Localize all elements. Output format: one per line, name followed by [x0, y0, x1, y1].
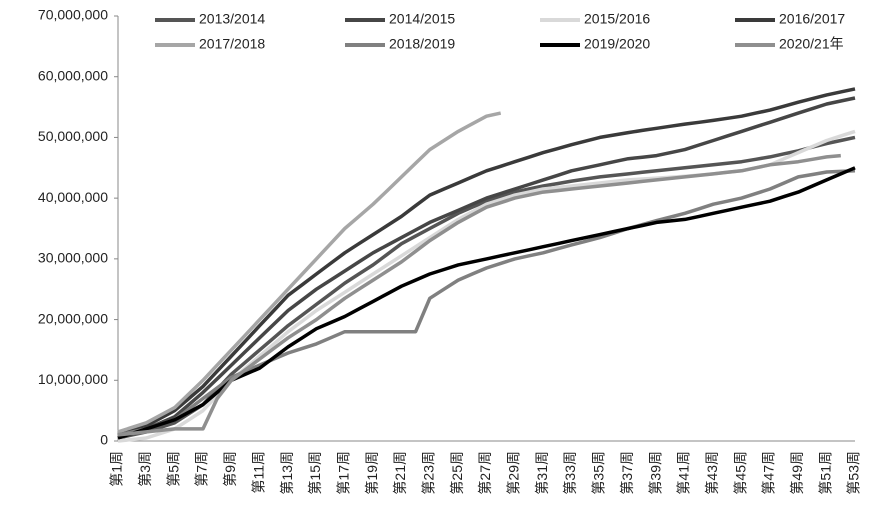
x-tick-label: 第15周: [307, 451, 323, 495]
series-line: [117, 111, 502, 434]
series-line: [117, 96, 856, 437]
x-tick-label: 第49周: [789, 451, 805, 495]
y-tick-label: 20,000,000: [38, 310, 108, 326]
series-line: [117, 135, 856, 440]
x-tick-label: 第37周: [619, 451, 635, 495]
x-tick-label: 第53周: [846, 451, 862, 495]
x-tick-label: 第43周: [704, 451, 720, 495]
x-tick-label: 第31周: [534, 451, 550, 495]
x-tick-label: 第51周: [817, 451, 833, 495]
legend-label: 2018/2019: [389, 36, 455, 52]
series-line: [117, 166, 856, 440]
x-tick-label: 第25周: [449, 451, 465, 495]
legend-label: 2014/2015: [389, 11, 455, 27]
x-tick-label: 第3周: [137, 451, 153, 487]
x-tick-label: 第41周: [676, 451, 692, 495]
x-tick-label: 第39周: [647, 451, 663, 495]
x-tick-label: 第21周: [392, 451, 408, 495]
series-line: [117, 87, 856, 437]
x-tick-label: 第19周: [364, 451, 380, 495]
y-tick-label: 10,000,000: [38, 371, 108, 387]
x-tick-label: 第1周: [109, 451, 125, 487]
y-tick-label: 50,000,000: [38, 128, 108, 144]
x-tick-label: 第5周: [165, 451, 181, 487]
y-tick-label: 0: [100, 432, 108, 448]
x-tick-label: 第17周: [335, 451, 351, 495]
x-tick-label: 第29周: [506, 451, 522, 495]
legend-label: 2019/2020: [584, 36, 650, 52]
x-tick-label: 第47周: [761, 451, 777, 495]
series-line: [117, 153, 841, 437]
x-tick-label: 第9周: [222, 451, 238, 487]
legend-label: 2016/2017: [779, 11, 845, 27]
x-tick-label: 第35周: [591, 451, 607, 495]
x-tick-label: 第27周: [477, 451, 493, 495]
y-tick-label: 40,000,000: [38, 189, 108, 205]
x-tick-label: 第7周: [194, 451, 210, 487]
legend-label: 2015/2016: [584, 11, 650, 27]
x-tick-label: 第11周: [250, 451, 266, 494]
y-tick-label: 70,000,000: [38, 7, 108, 23]
legend-label: 2017/2018: [199, 36, 265, 52]
series-line: [117, 129, 856, 443]
x-tick-label: 第45周: [732, 451, 748, 495]
legend-label: 2020/21年: [779, 36, 844, 52]
y-tick-label: 30,000,000: [38, 250, 108, 266]
x-tick-label: 第13周: [279, 451, 295, 495]
y-tick-label: 60,000,000: [38, 67, 108, 83]
legend-label: 2013/2014: [199, 11, 265, 27]
x-tick-label: 第23周: [421, 451, 437, 495]
x-tick-label: 第33周: [562, 451, 578, 495]
series-line: [117, 169, 856, 437]
